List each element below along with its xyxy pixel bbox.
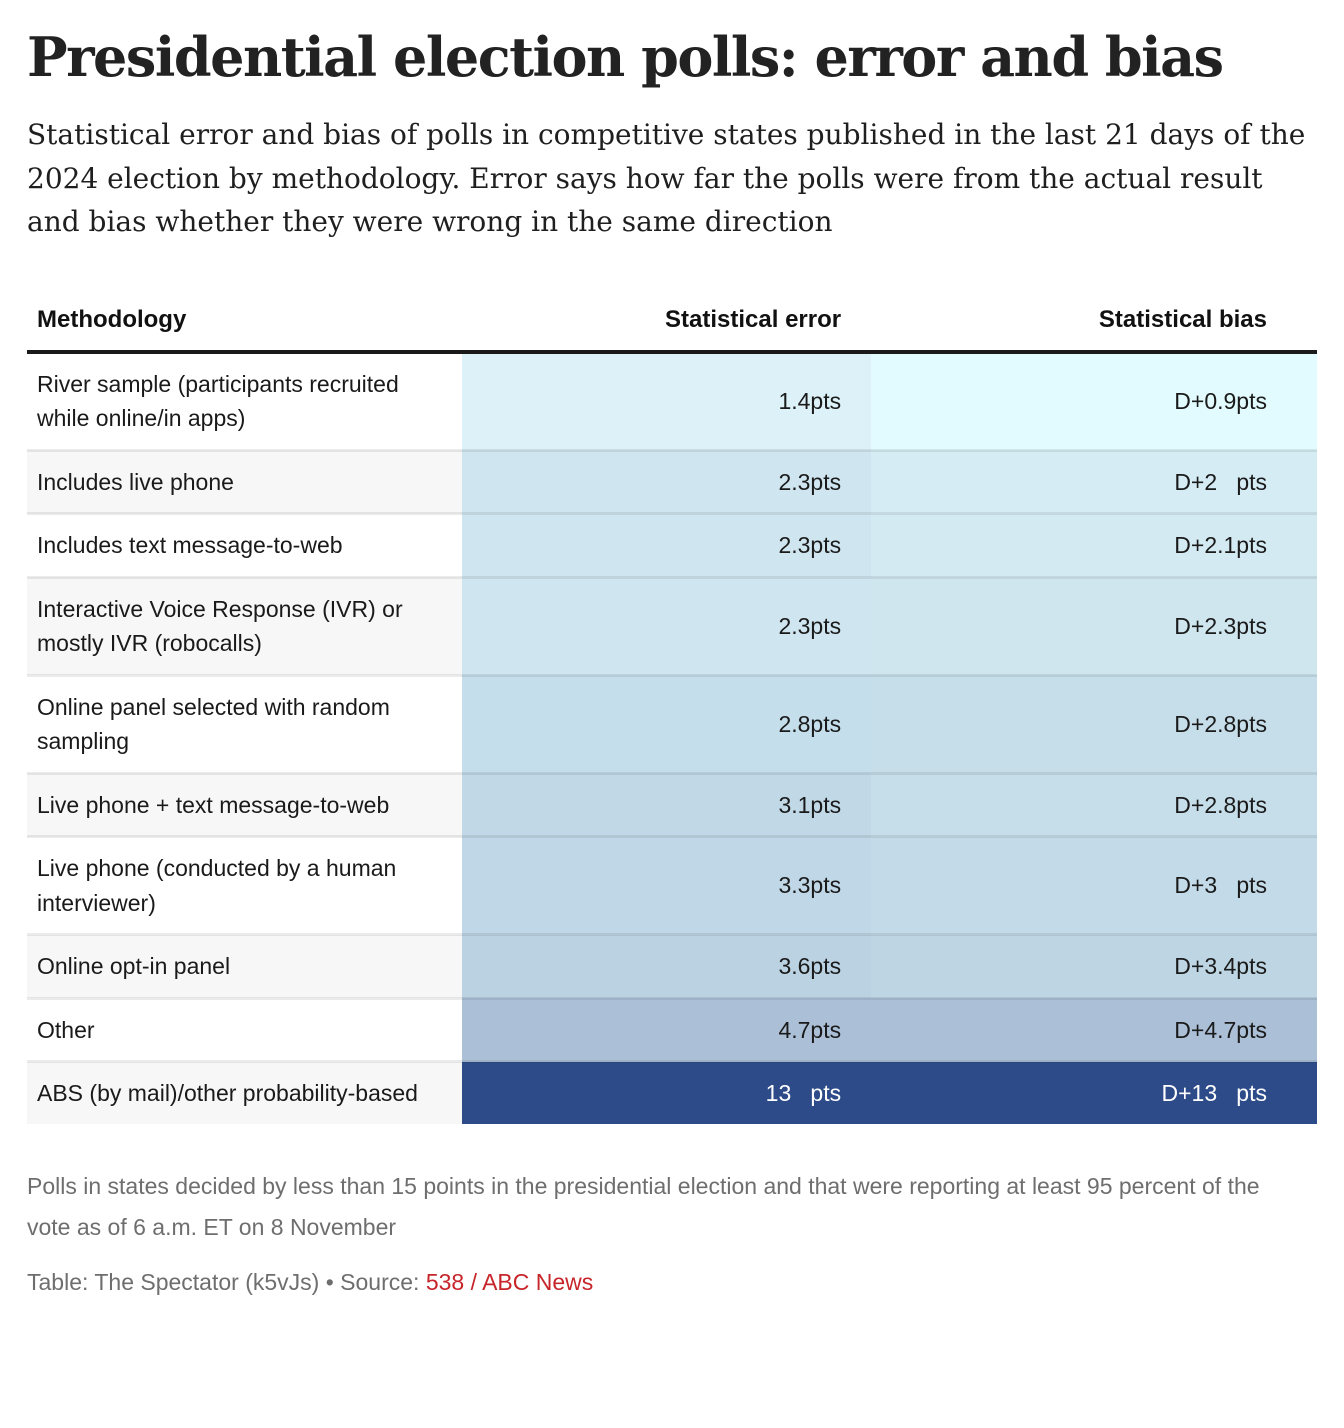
source-link[interactable]: 538 / ABC News [425,1269,594,1296]
statistical-bias-cell: D+2 pts [871,448,1317,514]
table-row: Includes text message-to-web 2.3pts D+2.1p… [27,512,1317,578]
table-row: Other 4.7pts D+4.7pts [27,996,1317,1062]
page-title: Presidential election polls: error and b… [27,25,1224,89]
statistical-bias-cell: D+3.4pts [871,933,1317,999]
statistical-bias-cell: D+2.1pts [871,512,1317,578]
statistical-error-cell: 4.7pts [462,996,872,1062]
header-row: Methodology Statistical error Statistica… [27,305,1317,354]
methodology-cell: Interactive Voice Response (IVR) or most… [27,575,463,676]
table-row: River sample (participants recruited whi… [27,351,1317,451]
statistical-bias-cell: D+13 pts [871,1060,1317,1124]
table-row: Online opt-in panel 3.6pts D+3.4pts [27,933,1317,999]
statistical-error-cell: 2.8pts [462,673,872,774]
column-header-methodology: Methodology [27,305,463,354]
statistical-error-cell: 3.1pts [462,771,872,837]
table-row: Online panel selected with random sampli… [27,673,1317,774]
footnote: Polls in states decided by less than 15 … [27,1172,1260,1240]
methodology-cell: Other [27,996,463,1062]
statistical-bias-cell: D+0.9pts [871,351,1317,451]
methodology-cell: ABS (by mail)/other probability-based [27,1060,463,1124]
methodology-cell: Includes live phone [27,448,463,514]
subtitle: Statistical error and bias of polls in c… [27,118,1306,239]
table-row: ABS (by mail)/other probability-based 13 … [27,1060,1317,1124]
statistical-bias-cell: D+2.3pts [871,575,1317,676]
statistical-error-cell: 2.3pts [462,512,872,578]
statistical-error-cell: 3.3pts [462,835,872,935]
credit-text: Table: The Spectator (k5vJs) • Source: [27,1269,426,1296]
methodology-cell: Includes text message-to-web [27,512,463,578]
table-row: Live phone + text message-to-web 3.1pts D+… [27,771,1317,837]
table-row: Live phone (conducted by a human intervi… [27,835,1317,935]
methodology-cell: Online opt-in panel [27,933,463,999]
methodology-cell: Live phone + text message-to-web [27,771,463,837]
credit-line: Table: The Spectator (k5vJs) • Source: 5… [27,1269,1317,1296]
column-header-statistical-error: Statistical error [462,305,872,354]
statistical-error-cell: 1.4pts [462,351,872,451]
table-row: Includes live phone 2.3pts D+2 pts [27,448,1317,514]
polls-table: Methodology Statistical error Statistica… [27,305,1317,1124]
table-body: River sample (participants recruited whi… [27,351,1317,1124]
methodology-cell: Live phone (conducted by a human intervi… [27,835,463,935]
table-header: Methodology Statistical error Statistica… [27,305,1317,354]
column-header-statistical-bias: Statistical bias [871,305,1317,354]
statistical-error-cell: 2.3pts [462,448,872,514]
statistical-error-cell: 3.6pts [462,933,872,999]
statistical-bias-cell: D+4.7pts [871,996,1317,1062]
statistical-bias-cell: D+3 pts [871,835,1317,935]
statistical-bias-cell: D+2.8pts [871,771,1317,837]
statistical-error-cell: 2.3pts [462,575,872,676]
statistical-error-cell: 13 pts [462,1060,872,1124]
methodology-cell: River sample (participants recruited whi… [27,351,463,451]
table-row: Interactive Voice Response (IVR) or most… [27,575,1317,676]
methodology-cell: Online panel selected with random sampli… [27,673,463,774]
statistical-bias-cell: D+2.8pts [871,673,1317,774]
